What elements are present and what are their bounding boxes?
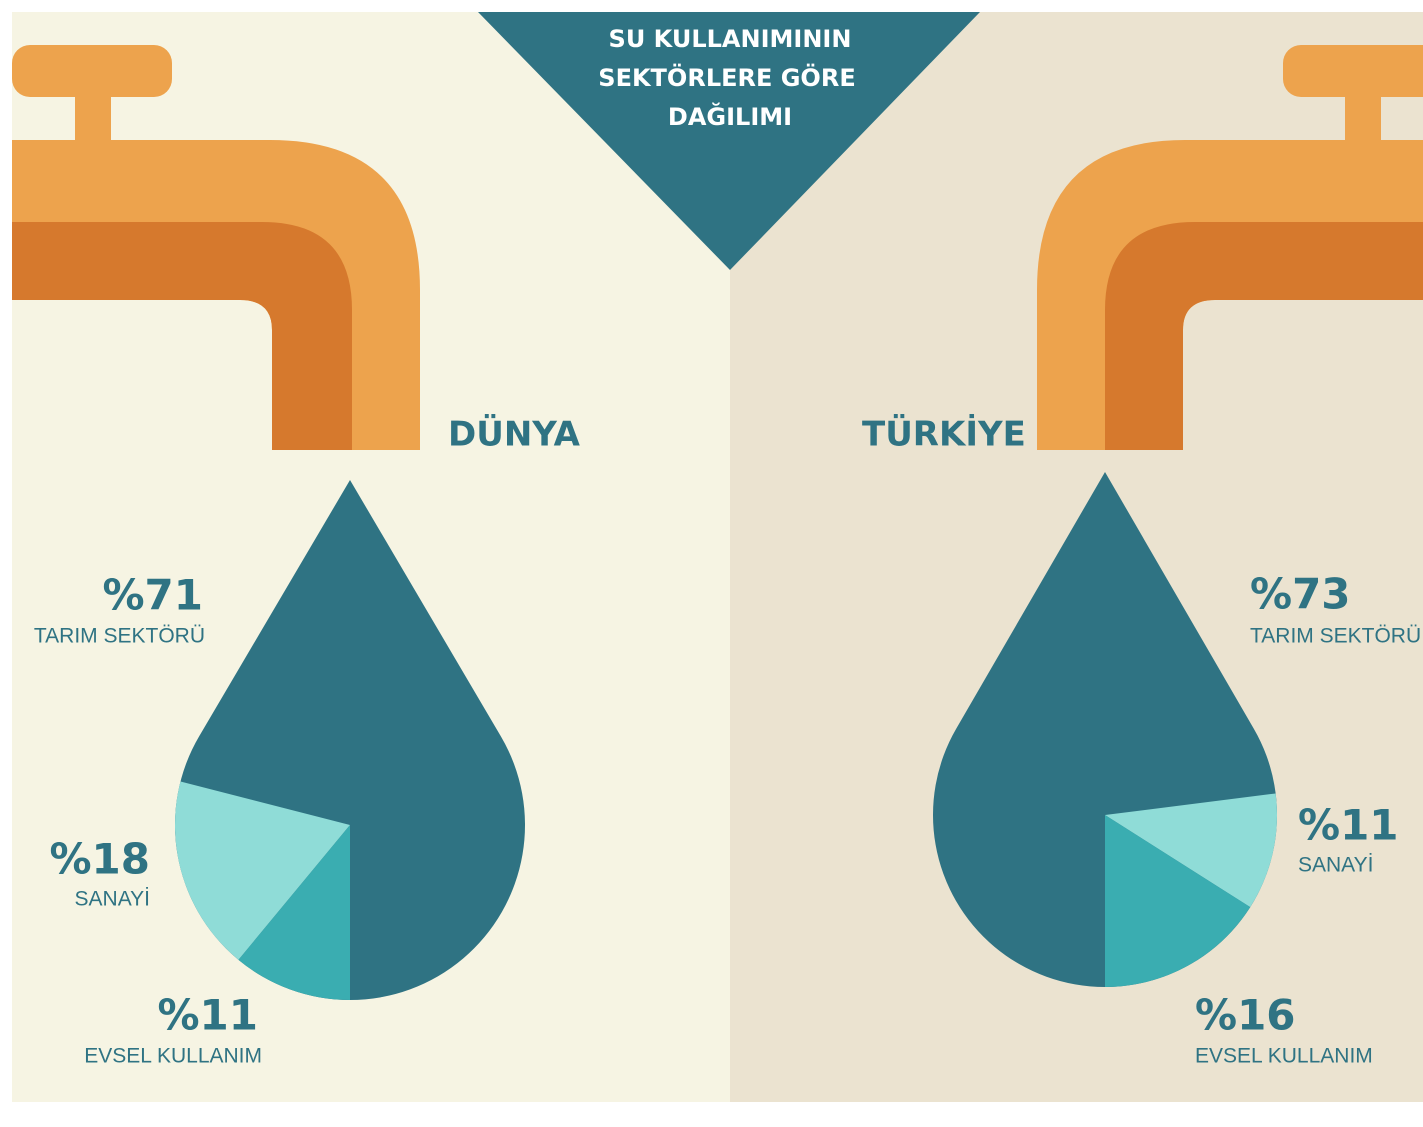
pie-wedge bbox=[238, 825, 350, 1000]
category-label: TARIM SEKTÖRÜ bbox=[34, 625, 205, 648]
category-label: TARIM SEKTÖRÜ bbox=[1250, 625, 1421, 648]
stem bbox=[1345, 90, 1381, 145]
category-label: SANAYİ bbox=[1298, 854, 1373, 877]
pie-wedge bbox=[1105, 815, 1251, 988]
category-label: SANAYİ bbox=[75, 888, 150, 911]
chart-title: TÜRKİYE bbox=[862, 414, 1026, 455]
title-line: DAĞILIMI bbox=[668, 101, 792, 131]
value-label: %11 bbox=[1298, 801, 1399, 850]
spout-inner bbox=[1105, 222, 1423, 450]
category-label: EVSEL KULLANIM bbox=[84, 1045, 262, 1068]
stem bbox=[75, 90, 111, 145]
value-label: %73 bbox=[1250, 570, 1351, 619]
title-line: SU KULLANIMININ bbox=[609, 25, 852, 53]
category-label: EVSEL KULLANIM bbox=[1195, 1045, 1373, 1068]
pie-wedge bbox=[174, 781, 350, 960]
title-banner bbox=[478, 12, 980, 270]
handle bbox=[1283, 45, 1423, 97]
handle bbox=[12, 45, 172, 97]
value-label: %11 bbox=[157, 991, 258, 1040]
value-label: %16 bbox=[1195, 991, 1296, 1040]
left-faucet bbox=[12, 45, 420, 450]
value-label: %71 bbox=[102, 571, 203, 620]
right-faucet bbox=[1037, 45, 1423, 450]
spout-inner bbox=[12, 222, 352, 450]
value-label: %18 bbox=[49, 835, 150, 884]
title-line: SEKTÖRLERE GÖRE bbox=[598, 62, 855, 92]
chart-title: DÜNYA bbox=[448, 414, 581, 455]
pie-wedge bbox=[1105, 793, 1277, 908]
